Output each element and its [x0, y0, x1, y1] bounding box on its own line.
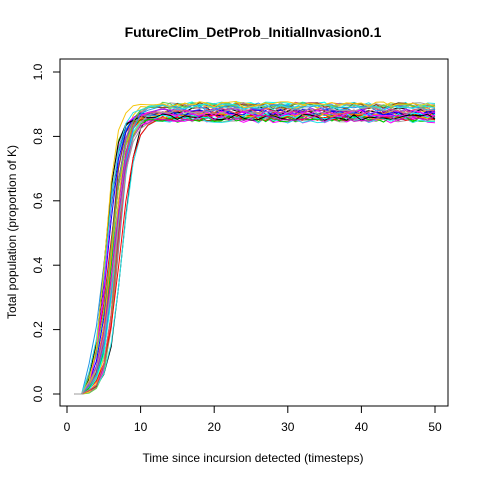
series-line [74, 114, 436, 395]
y-tick-label: 0.2 [31, 321, 45, 338]
y-tick-label: 0.4 [31, 257, 45, 274]
y-tick-label: 0.0 [31, 385, 45, 402]
series-line [74, 104, 436, 395]
x-tick-label: 30 [281, 420, 295, 434]
x-tick-label: 0 [64, 420, 71, 434]
y-axis: 0.0 0.2 0.4 0.6 0.8 1.0 [31, 63, 60, 402]
plot-frame [59, 58, 449, 407]
y-tick-label: 0.8 [31, 128, 45, 145]
x-tick-label: 50 [428, 420, 442, 434]
y-axis-label: Total population (proportion of K) [5, 145, 19, 319]
x-tick-label: 40 [355, 420, 369, 434]
series-group [74, 100, 436, 395]
x-tick-label: 10 [134, 420, 148, 434]
series-line [74, 102, 436, 395]
x-axis-label: Time since incursion detected (timesteps… [143, 451, 364, 465]
y-tick-label: 1.0 [31, 63, 45, 80]
series-line [74, 109, 436, 395]
series-line [74, 107, 436, 395]
chart-title: FutureClim_DetProb_InitialInvasion0.1 [125, 24, 382, 40]
x-axis: 0 10 20 30 40 50 [64, 406, 442, 434]
series-line [74, 103, 436, 395]
series-line [74, 106, 436, 395]
y-tick-label: 0.6 [31, 192, 45, 209]
series-line [74, 100, 436, 395]
x-tick-label: 20 [208, 420, 222, 434]
